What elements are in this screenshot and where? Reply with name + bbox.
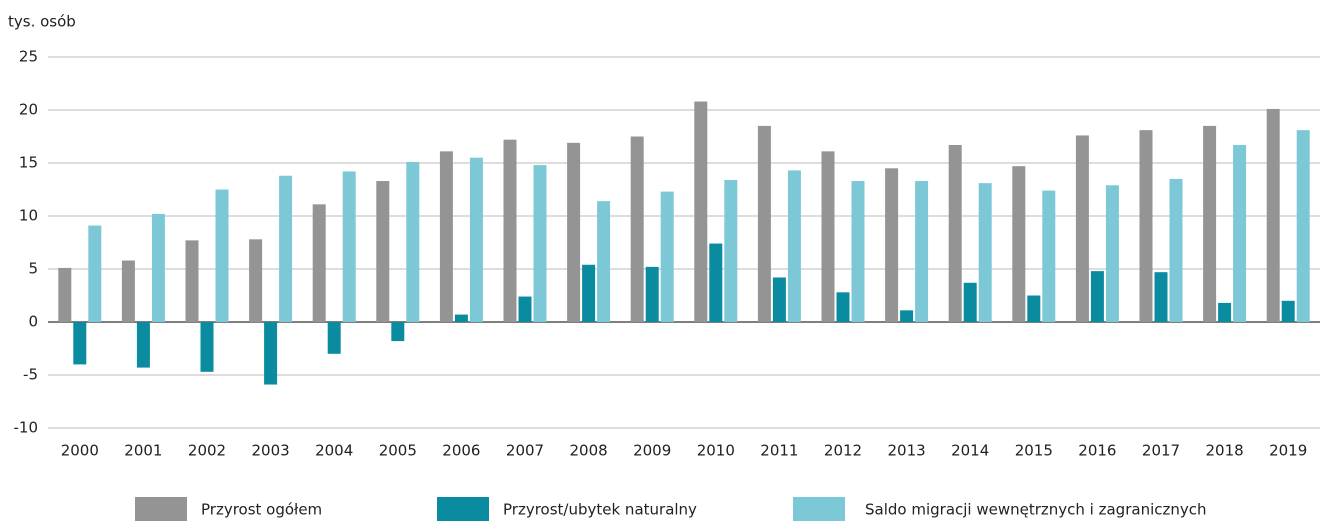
bar — [312, 204, 326, 322]
y-tick-label: 0 — [28, 313, 38, 331]
bar — [215, 189, 229, 322]
x-tick-label: 2006 — [442, 442, 480, 460]
bar — [1266, 108, 1280, 322]
bar — [58, 267, 72, 322]
y-tick-label: -5 — [23, 366, 38, 384]
legend-label: Przyrost/ubytek naturalny — [503, 501, 697, 519]
x-tick-label: 2017 — [1142, 442, 1180, 460]
bar — [978, 183, 992, 322]
bar — [121, 260, 135, 322]
x-tick-label: 2019 — [1269, 442, 1307, 460]
y-tick-label: -10 — [14, 419, 39, 437]
bar — [851, 181, 865, 322]
bar — [249, 239, 263, 322]
bar — [915, 181, 929, 322]
bar — [900, 310, 914, 322]
y-tick-label: 20 — [19, 101, 38, 119]
bar — [136, 322, 150, 368]
bar — [279, 175, 293, 322]
bar — [406, 161, 420, 322]
bar — [1169, 178, 1183, 322]
legend-swatch — [793, 497, 845, 521]
bar — [1090, 271, 1104, 322]
x-tick-label: 2007 — [506, 442, 544, 460]
bar — [836, 292, 850, 322]
x-tick-label: 2009 — [633, 442, 671, 460]
x-tick-label: 2016 — [1078, 442, 1116, 460]
bar — [1027, 295, 1041, 322]
x-tick-label: 2012 — [824, 442, 862, 460]
bar — [391, 322, 405, 342]
bar — [948, 144, 962, 322]
bar — [597, 201, 611, 322]
bar — [439, 151, 453, 322]
bar — [630, 136, 644, 322]
bar — [327, 322, 341, 354]
x-tick-label: 2002 — [188, 442, 226, 460]
bar — [1203, 125, 1217, 323]
bar — [1281, 300, 1295, 322]
bar — [1012, 166, 1026, 322]
legend-swatch — [437, 497, 489, 521]
y-axis-label: tys. osób — [8, 13, 76, 31]
bar — [469, 157, 483, 322]
bar — [821, 151, 835, 322]
bar — [1075, 135, 1089, 322]
legend-label: Saldo migracji wewnętrznych i zagraniczn… — [865, 501, 1207, 519]
bar — [1154, 272, 1168, 322]
bar — [503, 139, 517, 322]
x-tick-label: 2004 — [315, 442, 353, 460]
bar — [1218, 302, 1232, 322]
bar — [342, 171, 356, 322]
bar — [88, 225, 102, 322]
y-tick-label: 25 — [19, 48, 38, 66]
x-tick-label: 2005 — [379, 442, 417, 460]
bar — [709, 243, 723, 322]
x-tick-label: 2014 — [951, 442, 989, 460]
x-tick-label: 2000 — [61, 442, 99, 460]
bar — [567, 142, 581, 322]
bar — [885, 168, 899, 322]
bar — [73, 322, 87, 365]
bar — [660, 191, 674, 322]
bar — [1296, 130, 1310, 322]
bar — [645, 266, 659, 322]
bar — [185, 240, 199, 322]
bar — [454, 314, 468, 322]
bar — [582, 264, 596, 322]
bar — [376, 181, 390, 322]
bar — [787, 170, 801, 322]
x-tick-label: 2008 — [570, 442, 608, 460]
bar — [200, 322, 214, 372]
bar — [518, 296, 532, 322]
y-tick-label: 10 — [19, 207, 38, 225]
x-tick-label: 2013 — [888, 442, 926, 460]
x-tick-label: 2018 — [1206, 442, 1244, 460]
bar — [151, 213, 165, 322]
legend-swatch — [135, 497, 187, 521]
bar — [533, 165, 547, 322]
x-tick-label: 2010 — [697, 442, 735, 460]
bar — [757, 125, 771, 323]
bar — [1105, 185, 1119, 322]
x-tick-label: 2015 — [1015, 442, 1053, 460]
bar — [772, 277, 786, 322]
bar — [724, 179, 738, 322]
x-tick-label: 2011 — [760, 442, 798, 460]
y-tick-label: 5 — [28, 260, 38, 278]
x-tick-label: 2003 — [252, 442, 290, 460]
legend-label: Przyrost ogółem — [201, 501, 322, 519]
bar — [1233, 144, 1247, 322]
bar — [1139, 130, 1153, 322]
bar — [1042, 190, 1056, 322]
x-tick-label: 2001 — [124, 442, 162, 460]
bar — [264, 322, 278, 385]
bar — [963, 282, 977, 322]
y-tick-label: 15 — [19, 154, 38, 172]
bar — [694, 101, 708, 323]
